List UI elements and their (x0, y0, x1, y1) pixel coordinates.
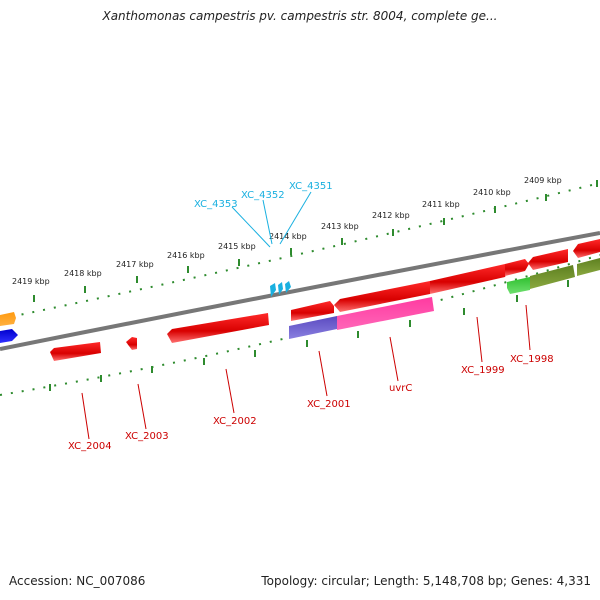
gene-arrow[interactable] (337, 297, 434, 330)
gene-label-uvrc: uvrC (389, 383, 412, 394)
outer-major-ticks (33, 180, 598, 302)
inner-scale-ring (0, 254, 600, 396)
bottom-feature-labels: XC_2004 XC_2003 XC_2002 XC_2001 uvrC XC_… (68, 354, 554, 452)
gene-arrow[interactable] (167, 313, 269, 343)
gene-arrow[interactable] (577, 258, 600, 276)
tick-label-2412: 2412 kbp (372, 211, 410, 220)
outer-scale-ring (0, 182, 600, 320)
accession-label: Accession: NC_007086 (9, 574, 146, 588)
gene-label-xc-2002: XC_2002 (213, 416, 257, 427)
top-feature-labels: XC_4353 XC_4352 XC_4351 (194, 181, 333, 210)
tick-label-2419: 2419 kbp (12, 277, 50, 286)
gene-arrow[interactable] (291, 301, 334, 321)
trna-arrow[interactable] (270, 283, 276, 297)
gene-arrow[interactable] (507, 277, 530, 294)
top-leader-lines (231, 191, 312, 248)
trna-arrows (270, 281, 291, 297)
gene-label-xc-2003: XC_2003 (125, 431, 169, 442)
gene-arrow[interactable] (126, 337, 137, 350)
trna-arrow[interactable] (285, 281, 291, 293)
gene-arrow[interactable] (430, 264, 509, 294)
inner-major-ticks (49, 280, 569, 391)
trna-arrow[interactable] (278, 282, 283, 295)
forward-strand-features (0, 239, 600, 343)
genome-backbone (0, 231, 600, 351)
gene-arrow[interactable] (528, 249, 568, 270)
gene-label-xc-1999: XC_1999 (461, 365, 505, 376)
tick-label-2410: 2410 kbp (473, 188, 511, 197)
scale-labels: 2419 kbp 2418 kbp 2417 kbp 2416 kbp 2415… (12, 176, 562, 286)
gene-arrow[interactable] (289, 316, 337, 339)
map-title: Xanthomonas campestris pv. campestris st… (102, 9, 498, 23)
gene-label-xc-4353: XC_4353 (194, 199, 238, 210)
gene-arrow[interactable] (530, 265, 575, 289)
gene-arrow[interactable] (50, 342, 101, 361)
gene-arrow[interactable] (505, 259, 529, 276)
tick-label-2411: 2411 kbp (422, 200, 460, 209)
gene-arrow[interactable] (0, 312, 16, 326)
bottom-leader-lines (81, 304, 531, 440)
genome-summary: Topology: circular; Length: 5,148,708 bp… (261, 574, 591, 588)
tick-label-2409: 2409 kbp (524, 176, 562, 185)
tick-label-2415: 2415 kbp (218, 242, 256, 251)
tick-label-2413: 2413 kbp (321, 222, 359, 231)
tick-label-2416: 2416 kbp (167, 251, 205, 260)
gene-label-xc-4351: XC_4351 (289, 181, 333, 192)
gene-label-xc-2001: XC_2001 (307, 399, 351, 410)
gene-label-xc-2004: XC_2004 (68, 441, 112, 452)
gene-label-xc-4352: XC_4352 (241, 190, 285, 201)
tick-label-2417: 2417 kbp (116, 260, 154, 269)
gene-arrow[interactable] (0, 329, 18, 343)
reverse-strand-features (50, 258, 600, 361)
gene-label-xc-1998: XC_1998 (510, 354, 554, 365)
tick-label-2418: 2418 kbp (64, 269, 102, 278)
tick-label-2414: 2414 kbp (269, 232, 307, 241)
gene-arrow[interactable] (573, 239, 600, 258)
gene-arrow[interactable] (334, 281, 430, 312)
